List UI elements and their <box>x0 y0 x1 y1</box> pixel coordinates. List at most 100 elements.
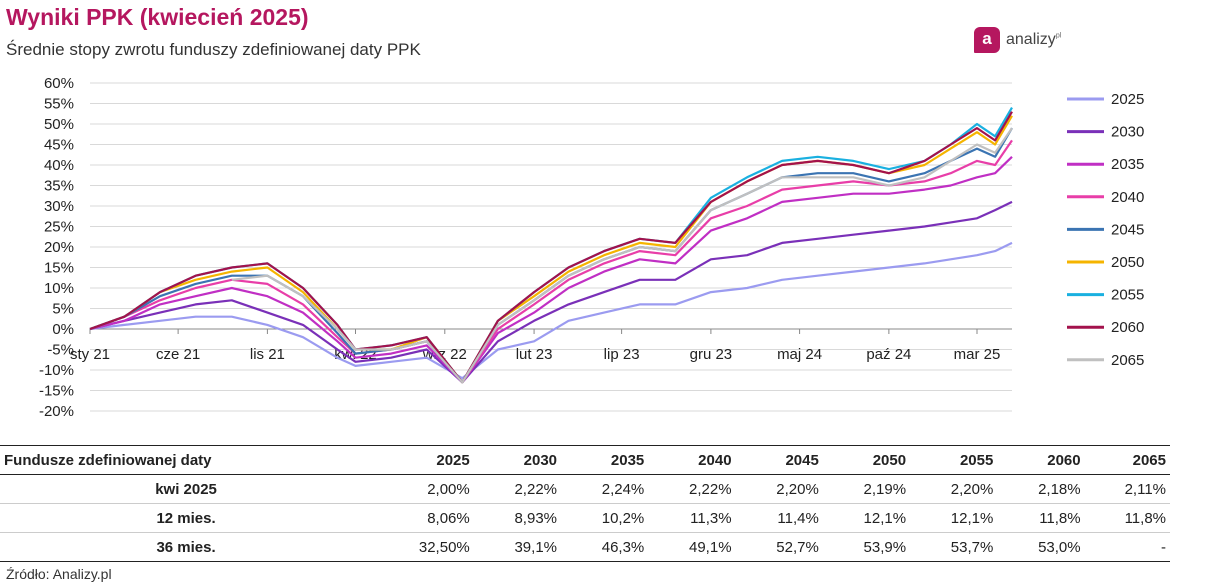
x-axis-ticks: sty 21 cze 21 lis 21 kwi 22 wrz 22 lut 23 lip … <box>70 329 1000 363</box>
legend-label: 2065 <box>1111 352 1144 369</box>
chart-grid <box>90 82 1012 412</box>
table-header-cell: 2050 <box>822 445 911 475</box>
series-line-2060 <box>89 111 1013 384</box>
y-tick-label: -10% <box>39 362 74 379</box>
table-cell: 53,9% <box>822 532 911 562</box>
row-label: kwi 2025 <box>0 474 373 504</box>
table-cell: 32,50% <box>372 532 474 562</box>
x-tick-label: wrz 22 <box>422 346 467 363</box>
table-cell: 39,1% <box>473 532 562 562</box>
x-tick-label: gru 23 <box>690 346 733 363</box>
table-cell: 11,8% <box>1084 503 1170 533</box>
table-cell: 2,00% <box>372 474 474 504</box>
returns-table: Fundusze zdefiniowanej daty 2025 2030 20… <box>0 445 1170 562</box>
table-row: 36 mies. 32,50% 39,1% 46,3% 49,1% 52,7% … <box>0 532 1170 562</box>
y-tick-label: -5% <box>47 342 74 359</box>
table-header-cell: 2060 <box>997 445 1085 475</box>
row-label: 12 mies. <box>0 503 373 533</box>
x-tick-label: mar 25 <box>954 346 1001 363</box>
table-cell: 8,93% <box>473 503 562 533</box>
legend-label: 2025 <box>1111 91 1144 108</box>
table-cell: - <box>1084 532 1170 562</box>
legend-item-2040: 2040 <box>1067 189 1144 206</box>
logo-name: analizy <box>1006 31 1056 48</box>
table-cell: 8,06% <box>372 503 474 533</box>
table-header-cell: 2030 <box>473 445 562 475</box>
legend-label: 2045 <box>1111 221 1144 238</box>
table-cell: 46,3% <box>561 532 649 562</box>
legend-item-2050: 2050 <box>1067 254 1144 271</box>
table-cell: 12,1% <box>910 503 998 533</box>
table-cell: 2,20% <box>735 474 823 504</box>
legend-item-2035: 2035 <box>1067 156 1144 173</box>
table-cell: 49,1% <box>648 532 736 562</box>
y-tick-label: 25% <box>44 219 74 236</box>
table-cell: 11,8% <box>997 503 1085 533</box>
y-tick-label: 0% <box>52 321 74 338</box>
logo-badge-icon: a <box>974 27 1000 53</box>
table-cell: 10,2% <box>561 503 649 533</box>
table-header-cell: 2055 <box>910 445 998 475</box>
y-tick-label: 60% <box>44 75 74 92</box>
x-tick-label: lis 21 <box>250 346 285 363</box>
legend-label: 2040 <box>1111 189 1144 206</box>
table-cell: 52,7% <box>735 532 823 562</box>
legend-label: 2055 <box>1111 287 1144 304</box>
y-tick-label: 20% <box>44 239 74 256</box>
y-tick-label: -20% <box>39 403 74 420</box>
analizy-logo: a analizypl <box>974 27 1061 53</box>
table-row: kwi 2025 2,00% 2,22% 2,24% 2,22% 2,20% 2… <box>0 474 1170 504</box>
legend-label: 2030 <box>1111 124 1144 141</box>
logo-suffix: pl <box>1055 32 1062 40</box>
table-header-cell: 2040 <box>648 445 736 475</box>
legend-item-2025: 2025 <box>1067 91 1144 108</box>
chart-series <box>89 107 1013 384</box>
logo-text: analizypl <box>1006 31 1061 49</box>
y-tick-label: -15% <box>39 383 74 400</box>
legend-label: 2060 <box>1111 319 1144 336</box>
legend-item-2060: 2060 <box>1067 319 1144 336</box>
legend-item-2065: 2065 <box>1067 352 1144 369</box>
table-header-label: Fundusze zdefiniowanej daty <box>0 445 373 475</box>
line-chart: -20% -15% -10% -5% 0% 5% 10% 15% 20% 25% 30% 35% 40%… <box>39 75 1144 420</box>
table-cell: 2,19% <box>822 474 911 504</box>
y-tick-label: 55% <box>44 96 74 113</box>
x-tick-label: maj 24 <box>777 346 822 363</box>
y-tick-label: 40% <box>44 157 74 174</box>
x-tick-label: paź 24 <box>866 346 911 363</box>
chart-subtitle: Średnie stopy zwrotu funduszy zdefiniowa… <box>6 40 421 59</box>
source-note: Źródło: Analizy.pl <box>6 566 112 582</box>
y-axis-ticks: -20% -15% -10% -5% 0% 5% 10% 15% 20% 25% 30% 35% 40%… <box>39 75 74 420</box>
table-cell: 53,0% <box>997 532 1085 562</box>
table-row: 12 mies. 8,06% 8,93% 10,2% 11,3% 11,4% 1… <box>0 503 1170 533</box>
y-tick-label: 30% <box>44 198 74 215</box>
y-tick-label: 50% <box>44 116 74 133</box>
series-line-2025 <box>89 241 1013 380</box>
table-header-cell: 2035 <box>561 445 649 475</box>
series-line-2035 <box>89 156 1013 384</box>
series-line-2030 <box>89 200 1013 384</box>
table-cell: 2,22% <box>473 474 562 504</box>
chart-title: Wyniki PPK (kwiecień 2025) <box>6 4 309 30</box>
series-line-2050 <box>89 115 1013 384</box>
table-cell: 2,24% <box>561 474 649 504</box>
table-cell: 11,4% <box>735 503 823 533</box>
table-header-cell: 2045 <box>735 445 823 475</box>
series-line-2065 <box>231 127 1013 384</box>
table-cell: 12,1% <box>822 503 911 533</box>
table-cell: 2,22% <box>648 474 736 504</box>
table-header-row: Fundusze zdefiniowanej daty 2025 2030 20… <box>0 445 1170 475</box>
y-tick-label: 10% <box>44 280 74 297</box>
legend-item-2055: 2055 <box>1067 287 1144 304</box>
x-tick-label: lip 23 <box>604 346 640 363</box>
x-tick-label: sty 21 <box>70 346 110 363</box>
table-header-cell: 2025 <box>372 445 474 475</box>
y-tick-label: 45% <box>44 137 74 154</box>
table-cell: 2,18% <box>997 474 1085 504</box>
x-tick-label: cze 21 <box>156 346 200 363</box>
table-cell: 11,3% <box>648 503 736 533</box>
table-cell: 2,20% <box>910 474 998 504</box>
legend-label: 2050 <box>1111 254 1144 271</box>
y-tick-label: 35% <box>44 178 74 195</box>
series-line-2055 <box>89 107 1013 384</box>
